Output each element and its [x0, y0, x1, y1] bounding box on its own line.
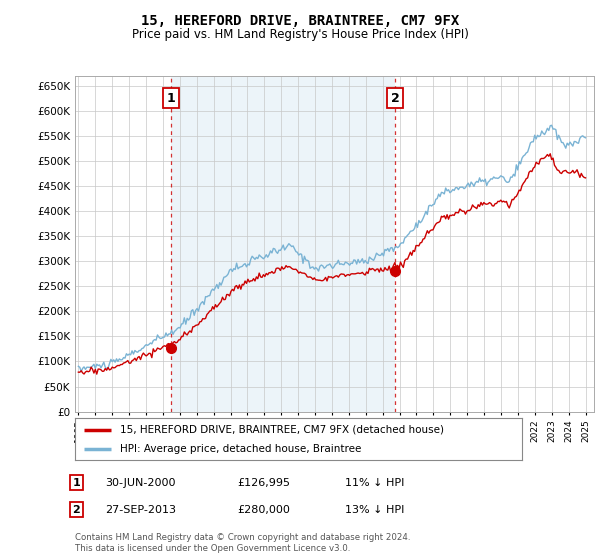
Text: 11% ↓ HPI: 11% ↓ HPI: [345, 478, 404, 488]
Text: 2: 2: [73, 505, 80, 515]
Text: Price paid vs. HM Land Registry's House Price Index (HPI): Price paid vs. HM Land Registry's House …: [131, 28, 469, 41]
Text: 1: 1: [73, 478, 80, 488]
Text: 15, HEREFORD DRIVE, BRAINTREE, CM7 9FX (detached house): 15, HEREFORD DRIVE, BRAINTREE, CM7 9FX (…: [120, 424, 444, 435]
Text: £126,995: £126,995: [237, 478, 290, 488]
Text: 30-JUN-2000: 30-JUN-2000: [105, 478, 176, 488]
Bar: [172, 76, 395, 412]
Text: Contains HM Land Registry data © Crown copyright and database right 2024.
This d: Contains HM Land Registry data © Crown c…: [75, 533, 410, 553]
Text: 15, HEREFORD DRIVE, BRAINTREE, CM7 9FX: 15, HEREFORD DRIVE, BRAINTREE, CM7 9FX: [141, 14, 459, 28]
Text: 2: 2: [391, 92, 400, 105]
Text: 13% ↓ HPI: 13% ↓ HPI: [345, 505, 404, 515]
Text: 27-SEP-2013: 27-SEP-2013: [105, 505, 176, 515]
Text: HPI: Average price, detached house, Braintree: HPI: Average price, detached house, Brai…: [120, 444, 361, 454]
Text: £280,000: £280,000: [237, 505, 290, 515]
Text: 1: 1: [167, 92, 176, 105]
